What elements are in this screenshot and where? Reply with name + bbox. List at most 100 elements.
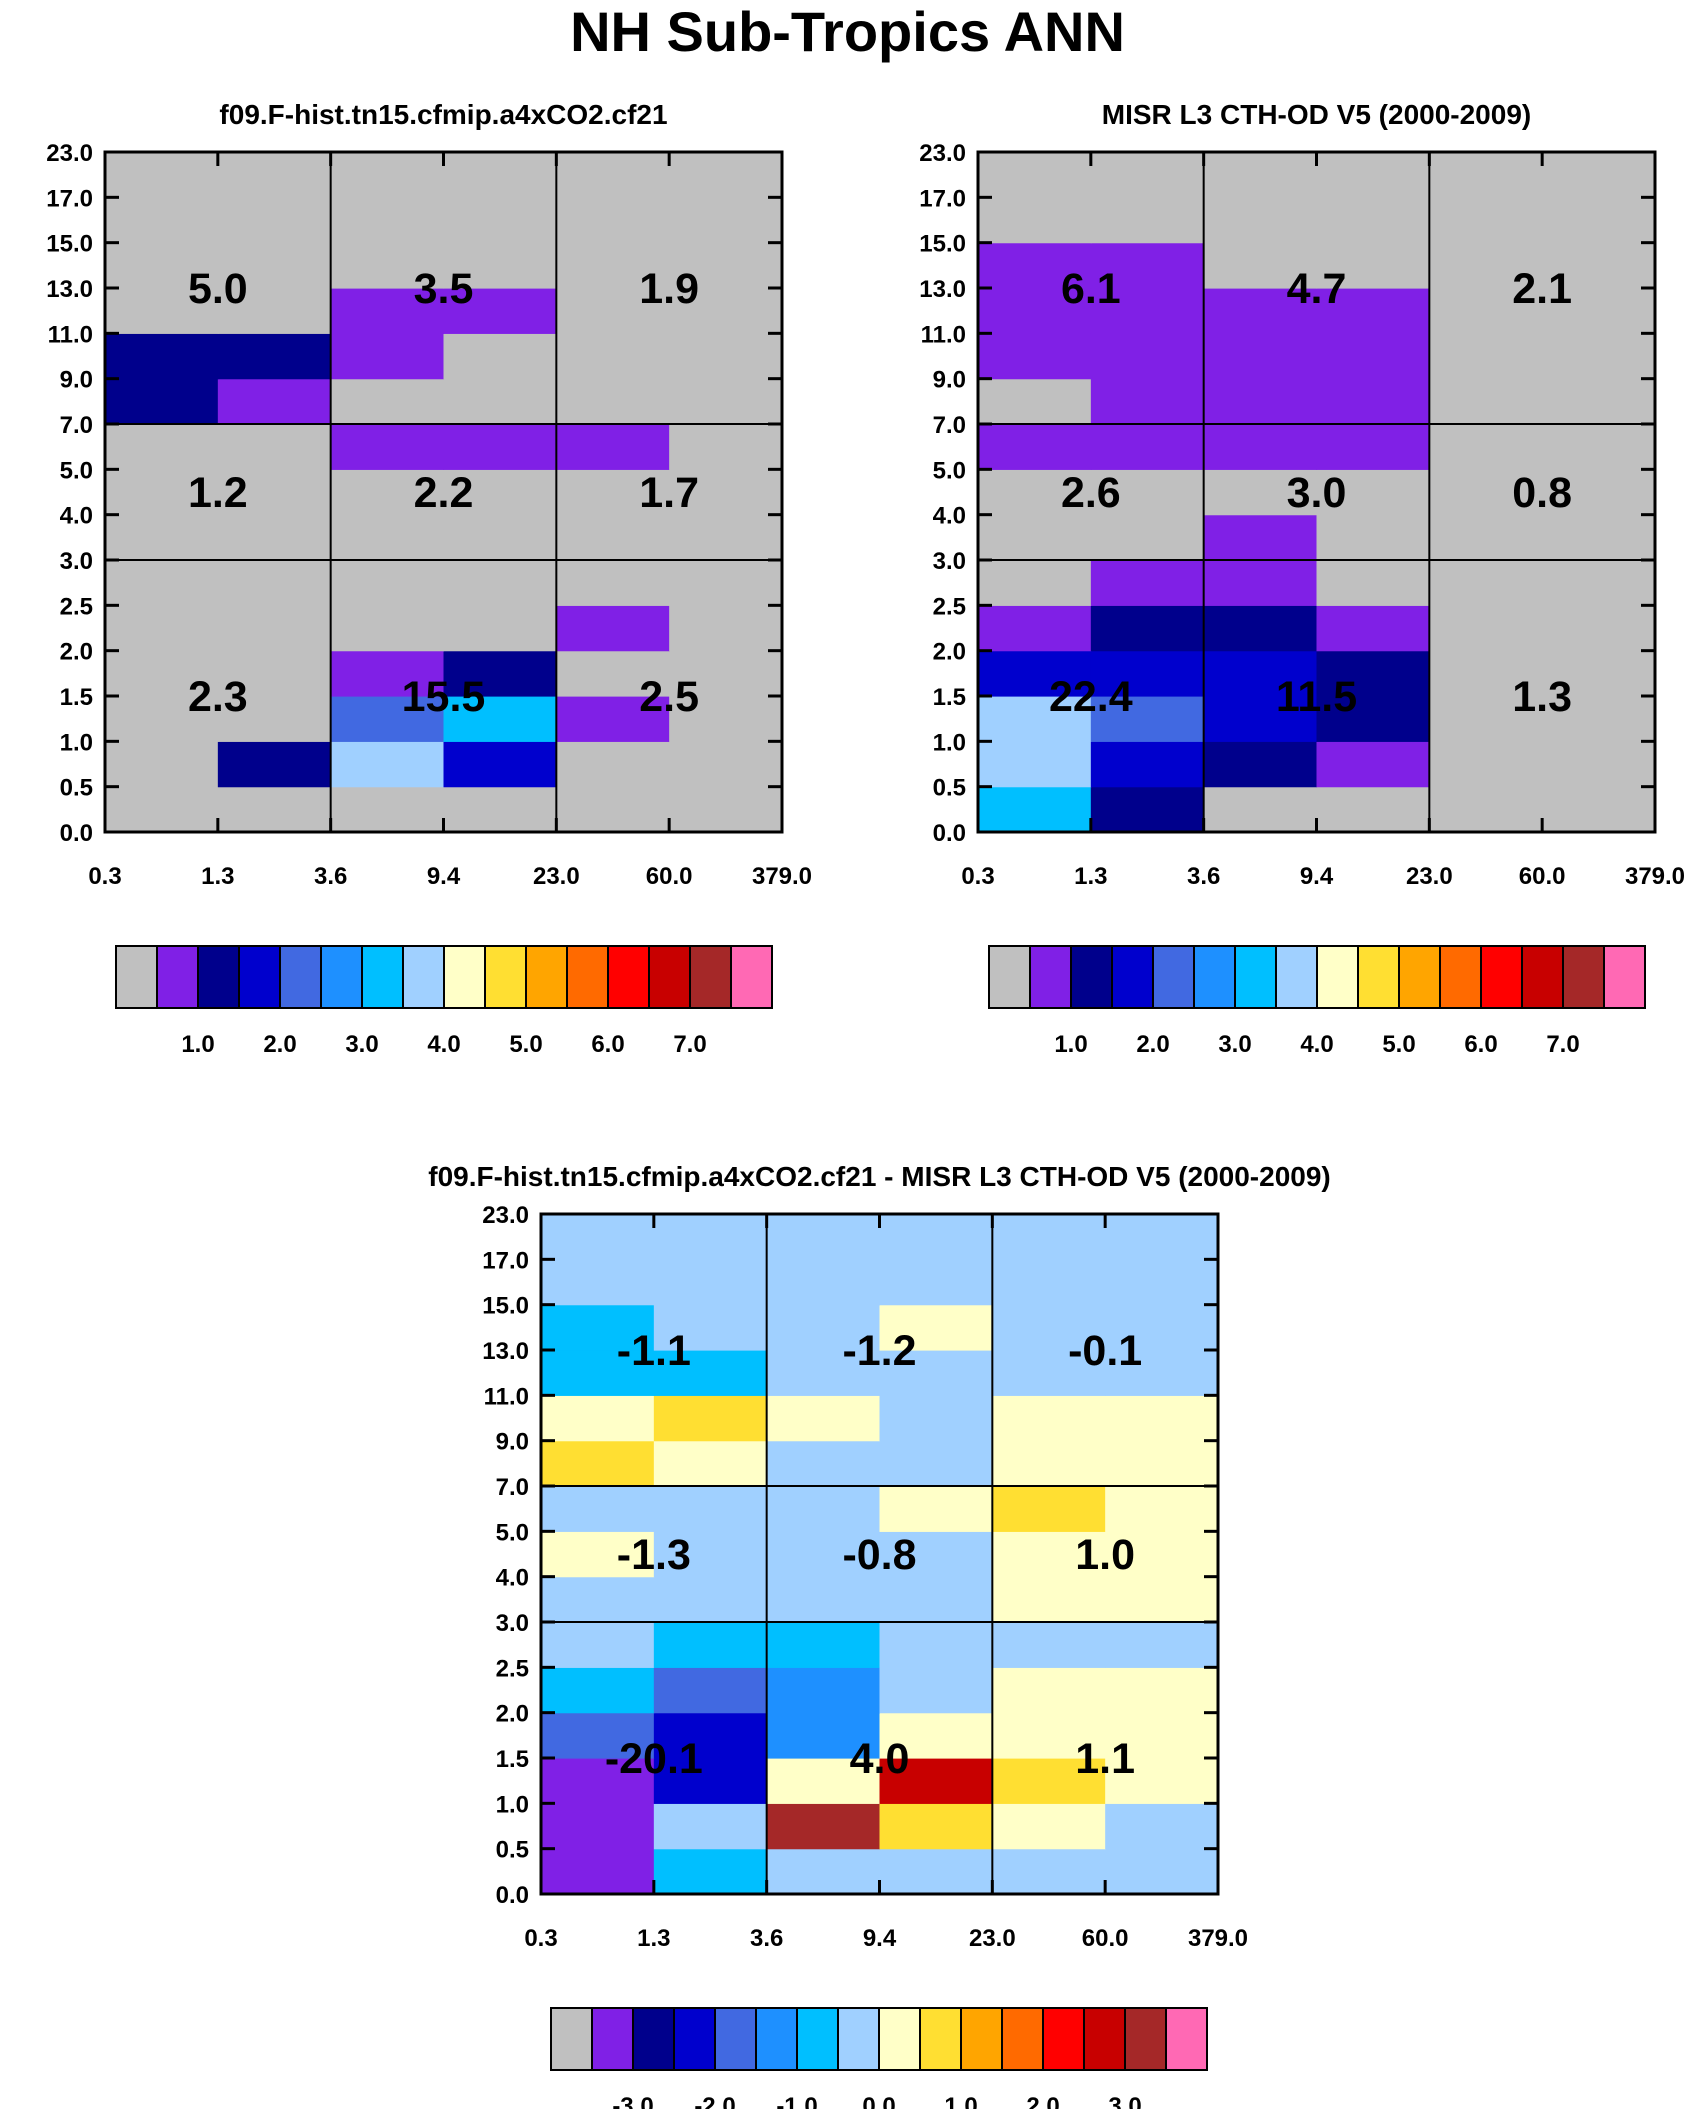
heatmap-cell xyxy=(669,605,783,652)
heatmap-cell xyxy=(1316,288,1430,334)
box-total-label: 3.0 xyxy=(1287,469,1347,517)
heatmap-cell xyxy=(330,696,445,742)
legend-swatch xyxy=(1124,2007,1167,2071)
y-tick-label: 0.5 xyxy=(496,1837,529,1864)
heatmap-cell xyxy=(1316,242,1430,289)
heatmap-cell xyxy=(541,1622,655,1668)
heatmap-cell xyxy=(978,242,1092,289)
box-total-label: 1.1 xyxy=(1075,1735,1135,1783)
legend-swatch xyxy=(115,945,158,1009)
heatmap-cell xyxy=(766,1214,881,1260)
y-tick-label: 2.5 xyxy=(60,593,93,620)
heatmap-cell xyxy=(105,378,219,425)
heatmap-cell xyxy=(105,242,219,289)
y-tick-label: 0.5 xyxy=(933,775,966,802)
heatmap-cell xyxy=(1090,605,1205,652)
legend-swatch xyxy=(1357,945,1400,1009)
legend-swatch xyxy=(607,945,650,1009)
y-tick-label: 17.0 xyxy=(46,185,93,212)
legend-label: 5.0 xyxy=(509,1031,542,1058)
heatmap-cell xyxy=(992,1848,1106,1895)
y-tick-label: 1.5 xyxy=(933,684,966,711)
box-total-label: 2.1 xyxy=(1512,265,1572,313)
heatmap-cell xyxy=(1316,152,1430,198)
heatmap-cell xyxy=(1542,378,1656,425)
heatmap-cell xyxy=(556,378,670,425)
y-tick-label: 4.0 xyxy=(496,1565,529,1592)
box-total-label: 15.5 xyxy=(402,673,486,721)
y-tick-label: 2.0 xyxy=(496,1701,529,1728)
heatmap-cell xyxy=(1090,560,1205,606)
legend-swatch xyxy=(878,2007,921,2071)
heatmap-cell xyxy=(879,1440,993,1487)
heatmap-cell xyxy=(1105,1395,1219,1442)
box-total-label: 4.7 xyxy=(1287,265,1347,313)
heatmap-cell xyxy=(1203,560,1318,606)
heatmap-cell xyxy=(1090,197,1205,244)
legend-swatch xyxy=(1193,945,1236,1009)
x-tick-label: 1.3 xyxy=(1074,863,1107,890)
heatmap-cell xyxy=(217,197,332,244)
x-tick-label: 0.3 xyxy=(524,1925,557,1952)
heatmap-cell xyxy=(1090,469,1205,516)
heatmap-cell xyxy=(879,1214,993,1260)
heatmap-cell xyxy=(653,1486,768,1532)
heatmap-cell xyxy=(992,1304,1106,1351)
heatmap-cell xyxy=(556,605,670,652)
heatmap-cell xyxy=(443,605,557,652)
y-tick-label: 0.0 xyxy=(60,820,93,847)
x-tick-label: 1.3 xyxy=(637,1925,670,1952)
heatmap-cell xyxy=(217,560,332,606)
heatmap-cell xyxy=(217,152,332,198)
y-tick-label: 4.0 xyxy=(60,503,93,530)
heatmap-cell xyxy=(541,1576,655,1623)
heatmap-cell xyxy=(541,1531,655,1578)
y-tick-label: 9.0 xyxy=(933,367,966,394)
legend-swatch xyxy=(673,2007,716,2071)
heatmap-cell xyxy=(766,1576,881,1623)
heatmap-cell xyxy=(556,197,670,244)
heatmap-cell xyxy=(556,424,670,470)
heatmap-cell xyxy=(1203,288,1318,334)
heatmap-cell xyxy=(653,1214,768,1260)
heatmap-cell xyxy=(105,650,219,697)
heatmap-cell xyxy=(653,1304,768,1351)
y-tick-label: 1.0 xyxy=(933,729,966,756)
heatmap-cell xyxy=(766,1758,881,1804)
panel-model: 0.0 0.5 1.0 1.5 2.0 2.5 3.0 4.0 5.0 7.0 9.0 11.0 13.… xyxy=(46,99,812,1058)
heatmap-cell xyxy=(443,696,557,742)
x-tick-label: 379.0 xyxy=(1625,863,1685,890)
heatmap-cell xyxy=(105,469,219,516)
heatmap-cell xyxy=(766,1350,881,1396)
heatmap-cell xyxy=(766,1304,881,1351)
y-tick-label: 23.0 xyxy=(919,140,966,167)
heatmap-cell xyxy=(1316,650,1430,697)
heatmap-cell xyxy=(1105,1758,1219,1804)
heatmap-cell xyxy=(992,1440,1106,1487)
heatmap-cell xyxy=(443,741,557,788)
heatmap-cell xyxy=(1316,424,1430,470)
heatmap-cell xyxy=(1429,605,1543,652)
x-tick-label: 379.0 xyxy=(1188,1925,1248,1952)
y-tick-label: 2.0 xyxy=(933,639,966,666)
heatmap-cell xyxy=(1542,469,1656,516)
legend-label: 3.0 xyxy=(1108,2093,1141,2109)
box-total-label: 2.5 xyxy=(639,673,699,721)
heatmap-cell xyxy=(541,1440,655,1487)
heatmap-cell xyxy=(1105,1667,1219,1714)
heatmap-cell xyxy=(879,1486,993,1532)
box-total-label: 1.2 xyxy=(188,469,248,517)
heatmap-cell xyxy=(766,1531,881,1578)
y-tick-label: 5.0 xyxy=(496,1519,529,1546)
heatmap-cell xyxy=(330,378,445,425)
heatmap-cell xyxy=(217,514,332,561)
y-tick-label: 23.0 xyxy=(482,1202,529,1229)
legend-swatch xyxy=(1001,2007,1044,2071)
legend-swatch xyxy=(1165,2007,1208,2071)
heatmap-cell xyxy=(1090,333,1205,380)
legend-label: 5.0 xyxy=(1382,1031,1415,1058)
heatmap-cell xyxy=(330,786,445,833)
y-tick-label: 7.0 xyxy=(933,412,966,439)
x-tick-label: 3.6 xyxy=(314,863,347,890)
heatmap-cell xyxy=(653,1440,768,1487)
